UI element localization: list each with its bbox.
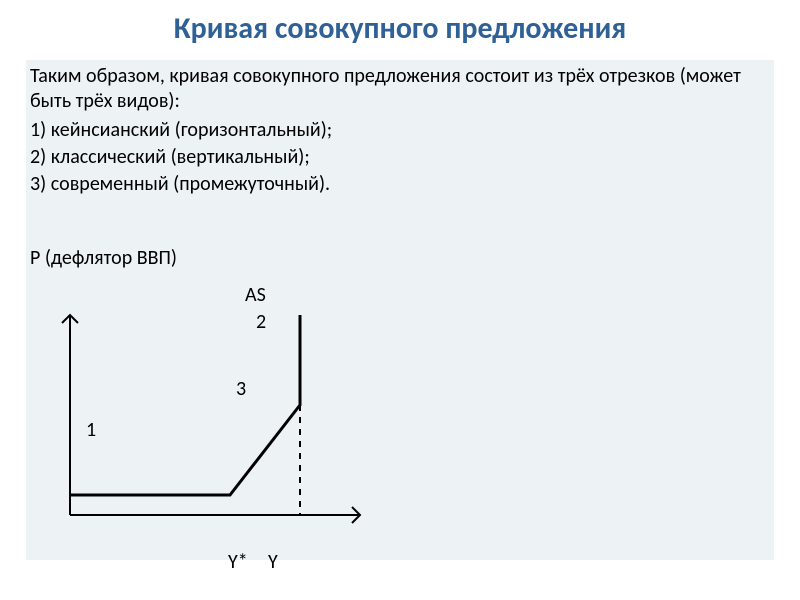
chart-svg [30,285,380,565]
list-item-3: 3) современный (промежуточный). [30,172,770,197]
curve-label-as: AS [245,283,266,307]
intro-text: Таким образом, кривая совокупного предло… [30,64,770,114]
as-curve-chart: AS 2 3 1 Y* Y [30,285,380,565]
segment-label-2: 2 [256,310,266,334]
segment-label-3: 3 [236,377,246,401]
list-item-1: 1) кейнсианский (горизонтальный); [30,118,770,143]
list-item-2: 2) классический (вертикальный); [30,145,770,170]
x-axis-label-y: Y [268,550,278,574]
y-axis-label: P (дефлятор ВВП) [30,246,770,271]
segment-label-1: 1 [86,418,96,442]
page-title: Кривая совокупного предложения [0,10,800,47]
x-marker-ystar: Y* [228,550,248,574]
